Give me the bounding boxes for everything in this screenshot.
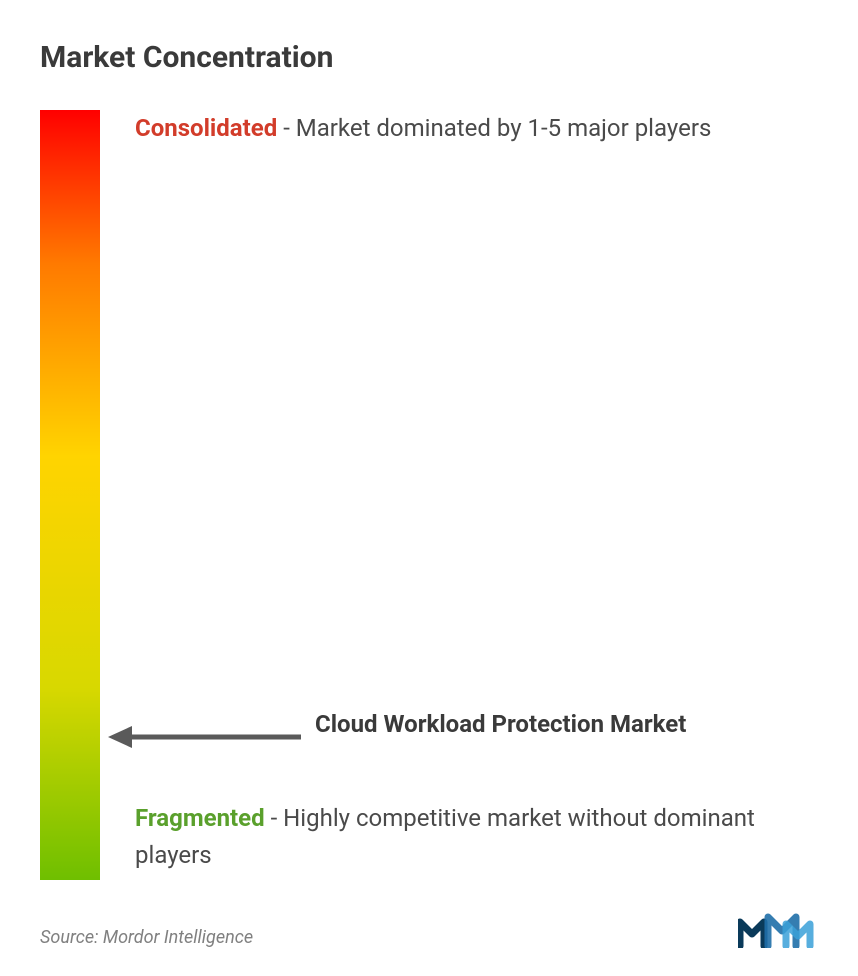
mordor-logo-icon [738,908,818,948]
concentration-diagram: Consolidated - Market dominated by 1-5 m… [40,110,818,890]
consolidated-label: Consolidated [135,114,277,142]
source-attribution: Source: Mordor Intelligence [40,927,253,948]
footer: Source: Mordor Intelligence [40,908,818,948]
page-title: Market Concentration [40,40,818,75]
consolidated-desc: - Market dominated by 1-5 major players [283,114,711,142]
pointer-arrow-icon [108,725,303,749]
gradient-scale-bar [40,110,100,880]
consolidated-row: Consolidated - Market dominated by 1-5 m… [135,110,798,147]
market-pointer-label: Cloud Workload Protection Market [315,708,798,742]
fragmented-label: Fragmented [135,804,265,832]
fragmented-row: Fragmented - Highly competitive market w… [135,800,798,874]
